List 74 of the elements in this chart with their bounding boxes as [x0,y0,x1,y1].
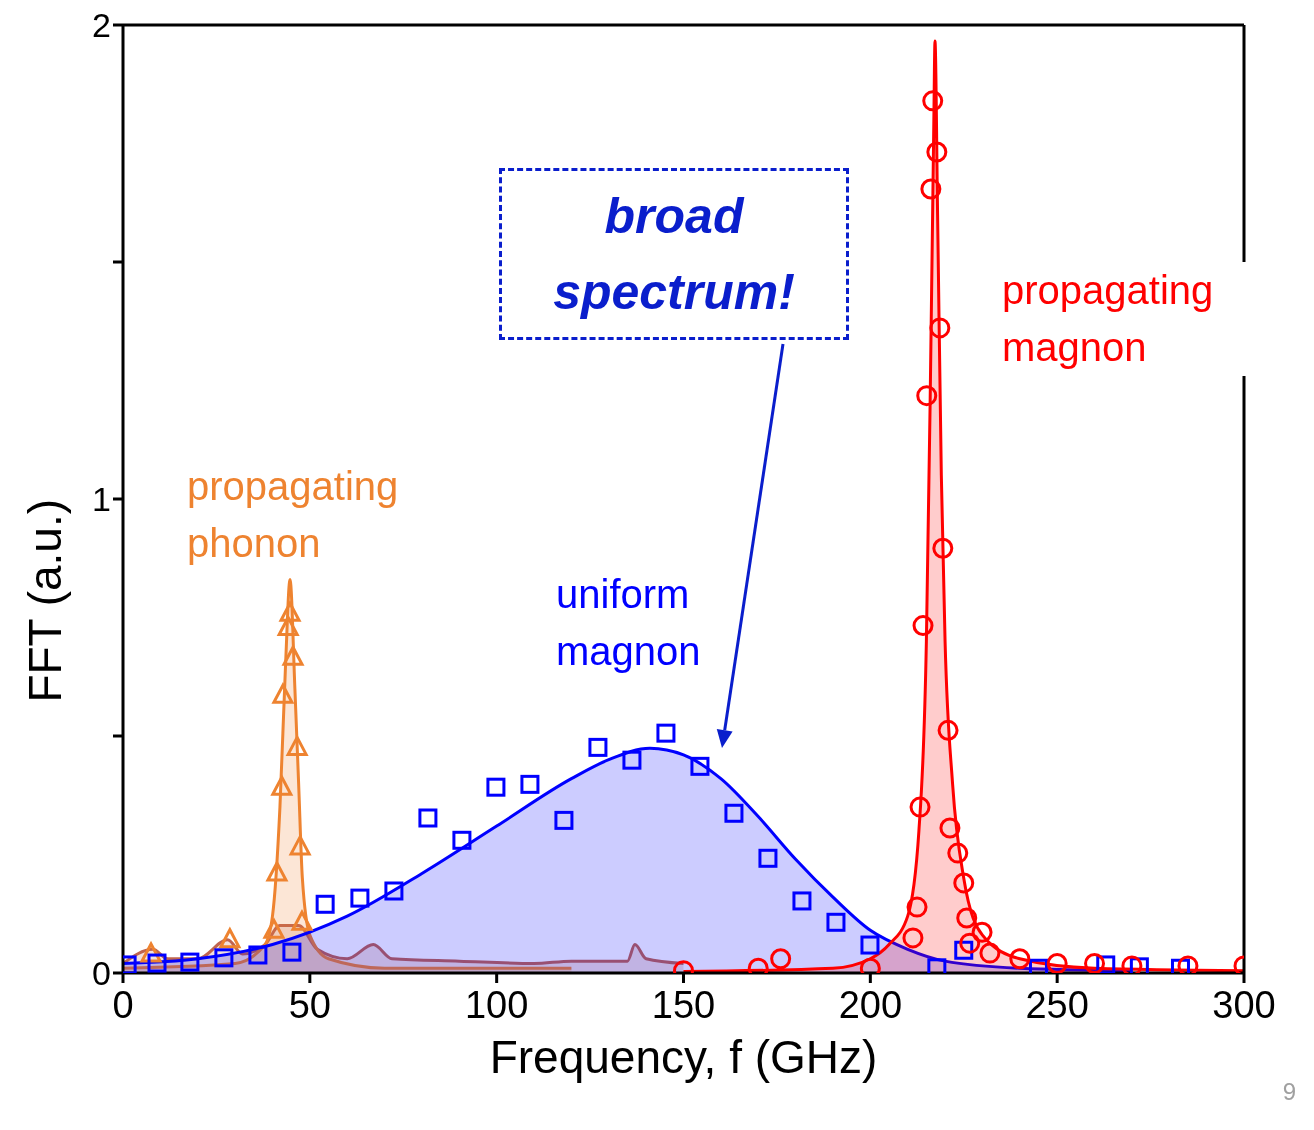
point [272,683,294,704]
point [920,178,942,200]
point [1084,953,1106,973]
point [554,810,574,830]
point [979,942,1001,964]
point [315,894,335,914]
point [588,737,608,757]
x-axis-title: Frequency, f (GHz) [489,1031,878,1083]
point [912,615,934,637]
point [1121,955,1143,973]
x-tick-label: 200 [838,983,903,1026]
series-label: propagating magnon [1002,262,1262,376]
point [263,918,285,939]
point [418,808,438,828]
x-tick-label: 300 [1212,983,1276,1026]
point [282,645,304,666]
point [279,601,301,622]
point [520,774,540,794]
point [291,910,313,931]
point [758,848,778,868]
point [922,90,944,112]
annotation: broad spectrum! [499,168,849,340]
point [282,942,302,962]
point [939,817,961,839]
point [266,861,288,882]
y-axis-title: FFT (a.u.) [19,499,72,703]
point [350,888,370,908]
point [180,952,200,972]
point [956,907,978,929]
point [271,775,293,796]
point [927,958,947,973]
point [959,932,981,954]
point [826,912,846,932]
point [248,945,268,965]
point [947,842,969,864]
point [906,896,928,918]
x-tick-label: 100 [464,983,529,1026]
point [916,385,938,407]
point [971,921,993,943]
point [286,735,308,756]
point [1046,953,1068,973]
series-label: uniform magnon [556,571,702,675]
point [656,723,676,743]
y-tick-label: 0 [92,954,111,993]
point [932,537,954,559]
y-tick-label: 1 [92,480,111,519]
point [219,928,241,949]
point [770,948,792,970]
point [147,953,167,973]
point [384,881,404,901]
x-tick-label: 250 [1025,983,1089,1026]
point [452,830,472,850]
point [1177,955,1199,973]
point [277,615,299,636]
point [860,935,880,955]
point [622,750,642,770]
point [289,835,311,856]
point [953,872,975,894]
x-tick-label: 50 [288,983,331,1026]
point [214,948,234,968]
point [909,796,931,818]
text: propagating phonon [187,463,400,567]
point [929,317,951,339]
point [792,891,812,911]
text: 9 [1282,1078,1296,1106]
y-tick-label: 2 [92,6,111,45]
point [937,719,959,741]
x-tick-label: 150 [651,983,716,1026]
point [1009,948,1031,970]
point [690,756,710,776]
point [902,927,924,949]
point [486,777,506,797]
point [724,803,744,823]
point [926,141,948,163]
